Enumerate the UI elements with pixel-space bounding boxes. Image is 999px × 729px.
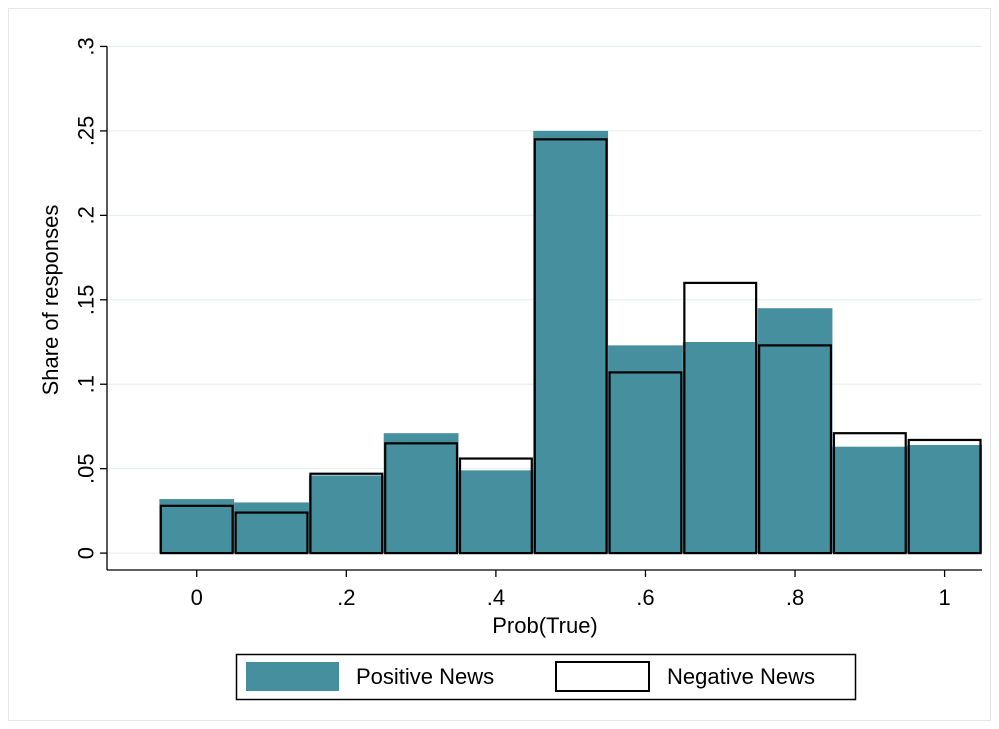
bar-negative-9	[832, 432, 907, 555]
negative-news-bars	[159, 138, 982, 555]
axes	[100, 45, 982, 577]
bar-negative-0	[159, 504, 234, 555]
bar-positive-7	[682, 342, 758, 554]
x-axis-title: Prob(True)	[492, 613, 598, 638]
legend-swatch-negative-news	[555, 661, 650, 692]
bar-positive-6	[608, 345, 683, 554]
bar-negative-6	[608, 371, 683, 555]
bar-negative-1	[234, 511, 309, 555]
x-tick-label-2: .4	[487, 585, 505, 610]
tick-labels: 0 .2 .4 .6 .8 1 0 .05 .1 .15 .2 .25 .3	[74, 37, 951, 610]
y-axis-title: Share of responses	[38, 205, 63, 396]
x-tick-label-5: 1	[938, 585, 950, 610]
legend-frame	[235, 653, 857, 701]
bar-positive-1	[234, 502, 309, 554]
bar-positive-2	[308, 475, 384, 554]
y-tick-label-6: .3	[74, 37, 99, 55]
x-tick-label-1: .2	[337, 585, 355, 610]
bar-positive-10	[907, 445, 982, 554]
bar-positive-5	[533, 130, 609, 554]
positive-news-bars	[159, 130, 982, 554]
bar-negative-4	[458, 457, 533, 555]
y-tick-label-5: .25	[74, 116, 99, 147]
bar-negative-3	[384, 442, 459, 555]
x-tick-label-3: .6	[636, 585, 654, 610]
legend-label-negative-news: Negative News	[667, 664, 815, 689]
bar-negative-7	[683, 281, 758, 555]
y-tick-label-0: 0	[74, 547, 99, 559]
legend-label-positive-news: Positive News	[356, 664, 494, 689]
bar-positive-8	[757, 308, 833, 554]
y-tick-label-4: .2	[74, 206, 99, 224]
y-tick-label-2: .1	[74, 375, 99, 393]
y-tick-label-1: .05	[74, 453, 99, 484]
bar-negative-2	[309, 472, 384, 555]
y-tick-label-3: .15	[74, 284, 99, 315]
bar-positive-9	[832, 446, 908, 554]
bar-positive-3	[383, 433, 459, 554]
bar-negative-5	[533, 138, 608, 555]
x-tick-label-0: 0	[191, 585, 203, 610]
graph-region-border	[8, 8, 991, 721]
x-tick-label-4: .8	[786, 585, 804, 610]
bar-positive-4	[458, 470, 534, 554]
bar-negative-10	[907, 438, 982, 555]
bar-positive-0	[159, 499, 235, 554]
legend-swatch-positive-news	[246, 662, 339, 691]
legend: Positive News Negative News	[235, 653, 857, 701]
bar-negative-8	[758, 344, 833, 555]
